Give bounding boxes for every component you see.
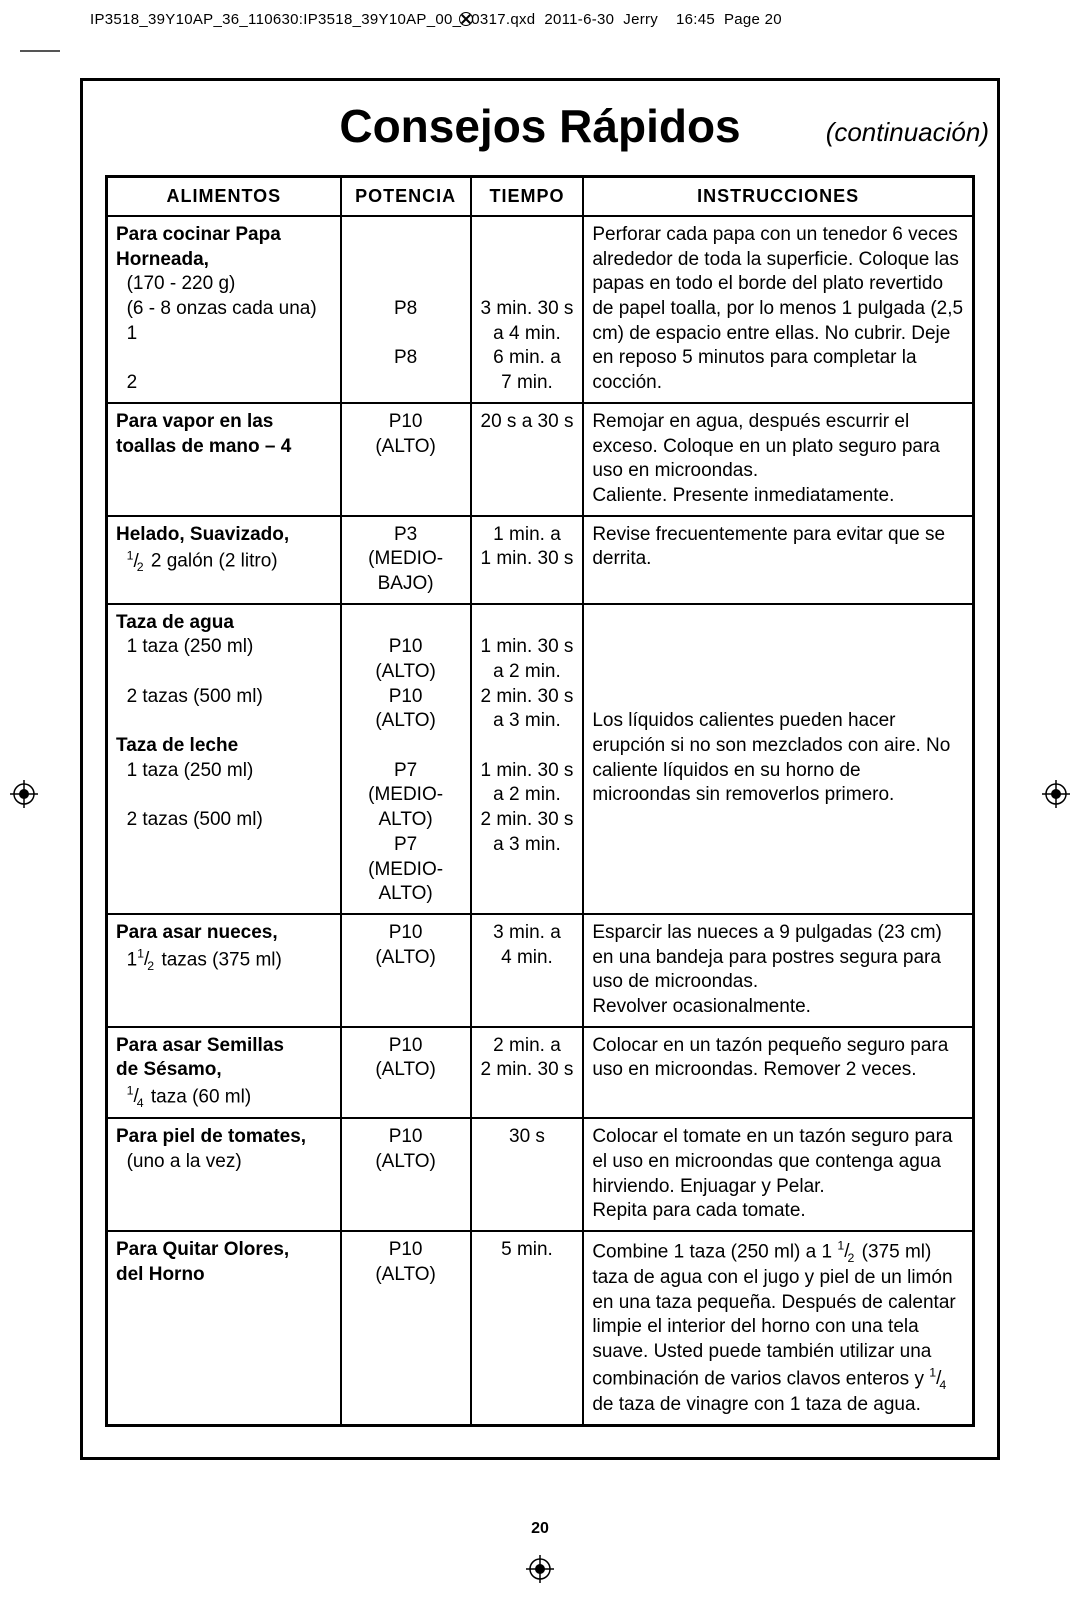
table-row: Para cocinar Papa Horneada, (170 - 220 g… bbox=[107, 216, 974, 403]
col-instrucciones: INSTRUCCIONES bbox=[583, 177, 973, 217]
quick-tips-table: ALIMENTOS POTENCIA TIEMPO INSTRUCCIONES … bbox=[105, 175, 975, 1427]
table-row: Para vapor en las toallas de mano – 4 P1… bbox=[107, 403, 974, 516]
table-row: Para asar nueces, 11/2 tazas (375 ml) P1… bbox=[107, 914, 974, 1027]
page-subtitle: (continuación) bbox=[826, 117, 989, 148]
page-frame: Consejos Rápidos (continuación) ALIMENTO… bbox=[80, 78, 1000, 1460]
table-row: Para asar Semillasde Sésamo, 1/4 taza (6… bbox=[107, 1027, 974, 1119]
registration-mark-icon bbox=[1042, 780, 1070, 808]
table-header-row: ALIMENTOS POTENCIA TIEMPO INSTRUCCIONES bbox=[107, 177, 974, 217]
registration-mark-icon bbox=[10, 780, 38, 808]
page-title: Consejos Rápidos bbox=[339, 99, 740, 153]
table-row: Para Quitar Olores,del Horno P10(ALTO) 5… bbox=[107, 1231, 974, 1425]
crop-mark bbox=[20, 50, 60, 52]
col-potencia: POTENCIA bbox=[341, 177, 471, 217]
col-alimentos: ALIMENTOS bbox=[107, 177, 341, 217]
print-header: IP3518_39Y10AP_36_110630:IP3518_39Y10AP_… bbox=[0, 0, 1080, 38]
table-row: Helado, Suavizado, 1/2 2 galón (2 litro)… bbox=[107, 516, 974, 604]
registration-mark-icon bbox=[526, 1555, 554, 1583]
table-row: Taza de agua 1 taza (250 ml) 2 tazas (50… bbox=[107, 604, 974, 914]
table-row: Para piel de tomates, (uno a la vez) P10… bbox=[107, 1118, 974, 1231]
col-tiempo: TIEMPO bbox=[471, 177, 584, 217]
